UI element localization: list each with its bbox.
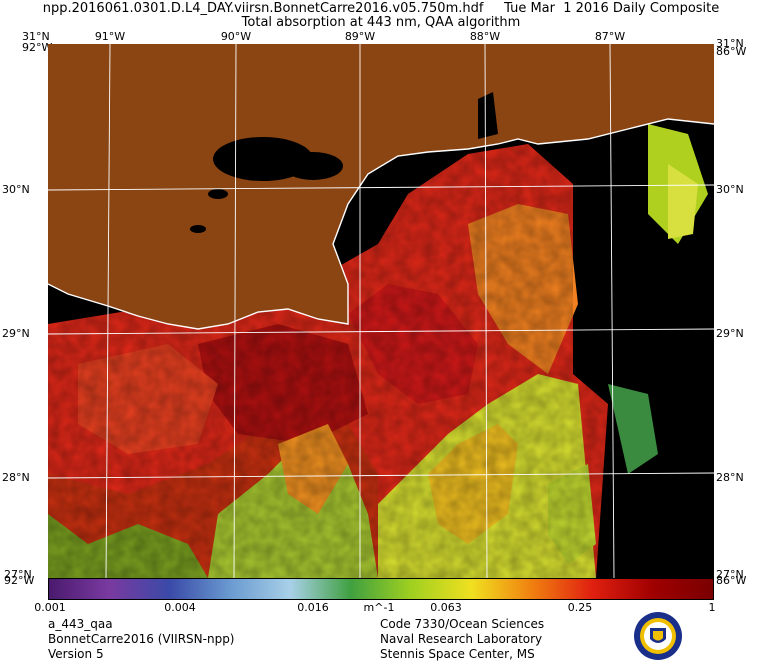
org-name: Naval Research Laboratory: [380, 632, 543, 646]
corner-label-top-left-lon: 92°W: [22, 41, 53, 54]
lat-label-28n-left: 28°N: [2, 471, 30, 484]
lat-label-28n-right: 28°N: [716, 471, 744, 484]
absorption-map: [48, 44, 714, 578]
lon-label-89w: 89°W: [344, 30, 376, 43]
lon-label-91w: 91°W: [94, 30, 126, 43]
lat-label-29n-right: 29°N: [716, 327, 744, 340]
map-subtitle: Total absorption at 443 nm, QAA algorith…: [241, 15, 521, 30]
colorbar-unit: m^-1: [363, 601, 395, 614]
dataset-name: BonnetCarre2016 (VIIRSN-npp): [48, 632, 235, 646]
org-code: Code 7330/Ocean Sciences: [380, 617, 545, 631]
graticule: [48, 44, 714, 578]
corner-label-top-right: 31°N: [716, 37, 744, 50]
lat-label-29n-left: 29°N: [2, 327, 30, 340]
product-name: a_443_qaa: [48, 617, 113, 631]
lat-label-30n-right: 30°N: [716, 183, 744, 196]
colorbar-tick-1: 0.004: [164, 601, 196, 614]
lon-label-88w: 88°W: [469, 30, 501, 43]
land-mass: [48, 44, 714, 329]
lon-label-90w: 90°W: [220, 30, 252, 43]
corner-label-bottom-left-lat: 27°N: [4, 568, 32, 581]
colorbar-tick-2: 0.016: [297, 601, 329, 614]
lon-label-87w: 87°W: [594, 30, 626, 43]
lat-label-30n-left: 30°N: [2, 183, 30, 196]
colorbar-tick-3: 0.063: [430, 601, 462, 614]
org-location: Stennis Space Center, MS: [380, 647, 535, 661]
nrl-seal-icon: [634, 612, 682, 660]
colorbar-tick-0: 0.001: [34, 601, 66, 614]
ocean-field: [48, 124, 708, 578]
colorbar: [48, 578, 714, 600]
corner-label-bottom-left: 92°W: [4, 574, 35, 587]
corner-label-top-left: 31°N: [22, 30, 50, 43]
colorbar-tick-5: 1: [708, 601, 716, 614]
corner-label-top-right-lon: 86°W: [716, 45, 747, 58]
coastline: [48, 118, 714, 330]
colorbar-tick-4: 0.25: [567, 601, 593, 614]
version-label: Version 5: [48, 647, 104, 661]
map-title: npp.2016061.0301.D.L4_DAY.viirsn.BonnetC…: [42, 1, 720, 16]
corner-label-bottom-right-lat: 27°N: [716, 568, 744, 581]
corner-label-bottom-right: 86°W: [716, 574, 747, 587]
